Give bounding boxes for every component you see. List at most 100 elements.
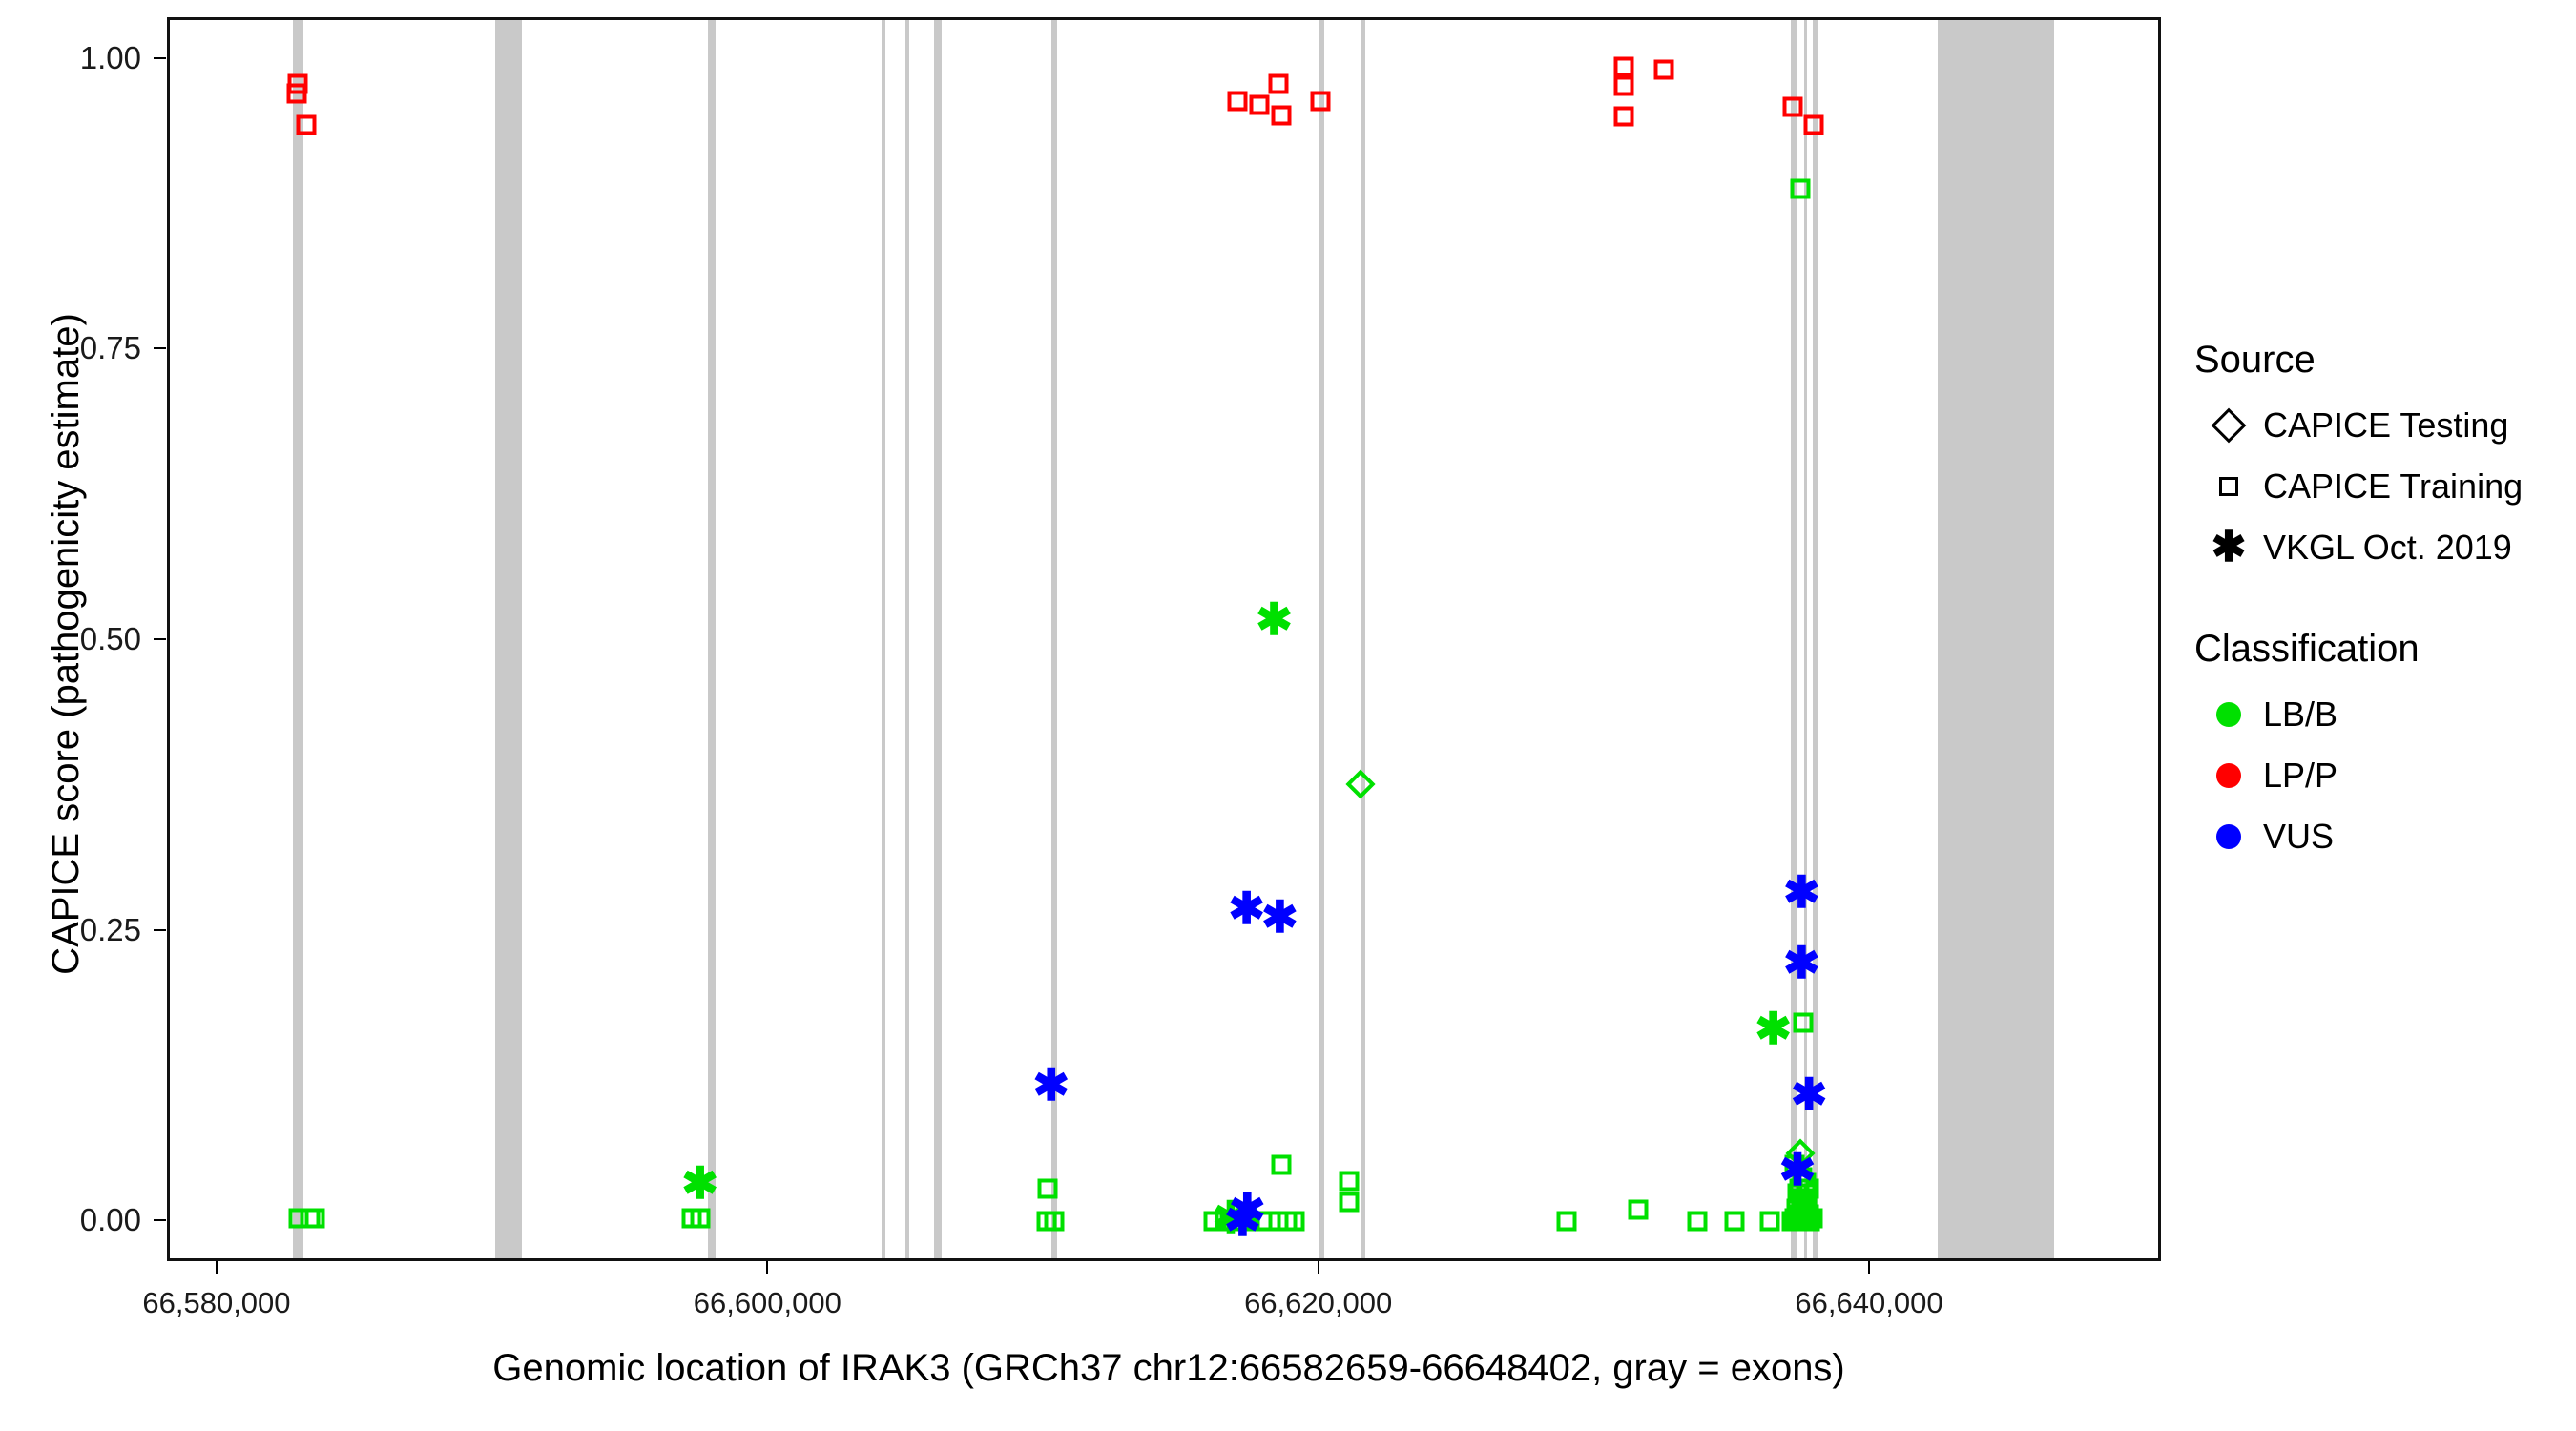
legend-item-label: VUS xyxy=(2263,817,2335,856)
data-point-square xyxy=(1759,1211,1780,1232)
data-point-square xyxy=(1793,1012,1814,1032)
legend-item[interactable]: LB/B xyxy=(2194,684,2566,745)
dot-glyph xyxy=(2216,824,2241,849)
y-tick-mark xyxy=(154,347,166,350)
x-tick-mark xyxy=(766,1261,769,1274)
exon-band xyxy=(1319,20,1324,1258)
exon-band xyxy=(708,20,716,1258)
data-point-square xyxy=(1653,59,1674,80)
data-point-square xyxy=(1271,105,1292,126)
data-point-square xyxy=(690,1208,711,1229)
data-point-square xyxy=(286,83,307,104)
data-point-square xyxy=(1268,73,1289,94)
legend-item[interactable]: LP/P xyxy=(2194,745,2566,806)
data-point-square xyxy=(1790,178,1811,199)
legend-key-asterisk-icon: ✱ xyxy=(2194,517,2263,578)
legend-item[interactable]: CAPICE Testing xyxy=(2194,395,2566,456)
data-point-asterisk: ✱ xyxy=(1755,1003,1792,1053)
exon-band xyxy=(1812,20,1818,1258)
legend-item-label: LB/B xyxy=(2263,695,2338,734)
legend-key-square-icon xyxy=(2194,456,2263,517)
legend-item-label: CAPICE Testing xyxy=(2263,405,2509,445)
data-point-square xyxy=(1799,1211,1820,1232)
y-tick-label: 0.50 xyxy=(79,621,141,656)
x-tick-mark xyxy=(1317,1261,1319,1274)
data-point-square xyxy=(1556,1211,1577,1232)
data-point-square xyxy=(1239,1211,1260,1232)
chart-legend: Source CAPICE Testing CAPICE Training ✱ VKGL… xyxy=(2194,339,2566,867)
x-axis-title: Genomic location of IRAK3 (GRCh37 chr12:… xyxy=(492,1347,1845,1389)
data-point-asterisk: ✱ xyxy=(1261,891,1298,942)
exon-band xyxy=(494,20,523,1258)
data-point-asterisk: ✱ xyxy=(1790,1069,1828,1120)
legend-item-label: LP/P xyxy=(2263,756,2338,795)
legend-item-label: VKGL Oct. 2019 xyxy=(2263,528,2512,567)
data-point-square xyxy=(1724,1211,1745,1232)
y-tick-label: 0.75 xyxy=(79,330,141,366)
data-point-asterisk: ✱ xyxy=(1212,1192,1250,1243)
legend-key-dot-icon xyxy=(2194,806,2263,867)
classification-legend: Classification LB/B LP/P VUS xyxy=(2194,628,2566,867)
data-point-square xyxy=(1628,1199,1649,1220)
y-tick-mark xyxy=(154,928,166,931)
legend-title: Classification xyxy=(2194,628,2420,670)
x-tick-label: 66,640,000 xyxy=(1795,1286,1943,1319)
legend-key-dot-icon xyxy=(2194,745,2263,806)
exon-band xyxy=(882,20,885,1258)
data-point-asterisk: ✱ xyxy=(1229,1184,1266,1234)
y-tick-label: 1.00 xyxy=(79,39,141,75)
source-legend: Source CAPICE Testing CAPICE Training ✱ VKGL… xyxy=(2194,339,2566,578)
data-point-square xyxy=(1339,1171,1360,1192)
data-point-asterisk: ✱ xyxy=(1778,1145,1817,1195)
x-tick-label: 66,600,000 xyxy=(693,1286,841,1319)
exon-band xyxy=(292,20,303,1258)
x-tick-mark xyxy=(215,1261,218,1274)
legend-key-dot-icon xyxy=(2194,684,2263,745)
data-point-asterisk: ✱ xyxy=(681,1157,718,1208)
data-point-square xyxy=(1044,1211,1065,1232)
plot-panel: ✱ ✱ ✱ ✱ ✱ ✱ ✱ ✱ ✱ ✱ ✱ ✱ ✱ xyxy=(167,17,2161,1261)
diamond-glyph xyxy=(2211,407,2247,444)
y-tick-label: 0.00 xyxy=(79,1202,141,1238)
legend-item[interactable]: VUS xyxy=(2194,806,2566,867)
legend-key-diamond-icon xyxy=(2194,395,2263,456)
data-point-square xyxy=(1249,94,1270,115)
legend-title: Source xyxy=(2194,339,2316,381)
exon-band xyxy=(934,20,943,1258)
y-tick-mark xyxy=(154,56,166,59)
data-point-asterisk: ✱ xyxy=(1032,1060,1070,1110)
y-tick-mark xyxy=(154,638,166,640)
legend-item[interactable]: CAPICE Training xyxy=(2194,456,2566,517)
asterisk-glyph: ✱ xyxy=(2211,524,2247,570)
dot-glyph xyxy=(2216,702,2241,727)
x-tick-label: 66,580,000 xyxy=(142,1286,291,1319)
exon-band xyxy=(1361,20,1366,1258)
data-point-asterisk: ✱ xyxy=(1256,593,1293,644)
square-glyph xyxy=(2219,477,2238,496)
data-point-square xyxy=(1687,1211,1708,1232)
data-point-asterisk: ✱ xyxy=(1783,938,1820,988)
data-point-square xyxy=(1310,91,1331,112)
exon-band xyxy=(904,20,909,1258)
data-point-asterisk: ✱ xyxy=(1783,867,1820,918)
data-point-asterisk: ✱ xyxy=(1228,883,1265,934)
data-point-square xyxy=(1037,1178,1058,1199)
x-tick-mark xyxy=(1868,1261,1870,1274)
legend-item-label: CAPICE Training xyxy=(2263,467,2524,506)
data-point-diamond xyxy=(1345,769,1376,799)
data-point-square xyxy=(304,1208,325,1229)
data-point-square xyxy=(1227,91,1248,112)
data-point-square xyxy=(1271,1154,1292,1175)
data-point-square xyxy=(1203,1211,1224,1232)
exon-band xyxy=(1938,20,2054,1258)
data-point-square xyxy=(1339,1192,1360,1213)
legend-item[interactable]: ✱ VKGL Oct. 2019 xyxy=(2194,517,2566,578)
dot-glyph xyxy=(2216,763,2241,788)
data-point-square xyxy=(296,114,317,135)
data-point-square xyxy=(1613,106,1634,127)
y-tick-mark xyxy=(154,1219,166,1222)
legend-spacer xyxy=(2194,578,2566,628)
y-tick-label: 0.25 xyxy=(79,911,141,947)
data-point-square xyxy=(1803,114,1824,135)
